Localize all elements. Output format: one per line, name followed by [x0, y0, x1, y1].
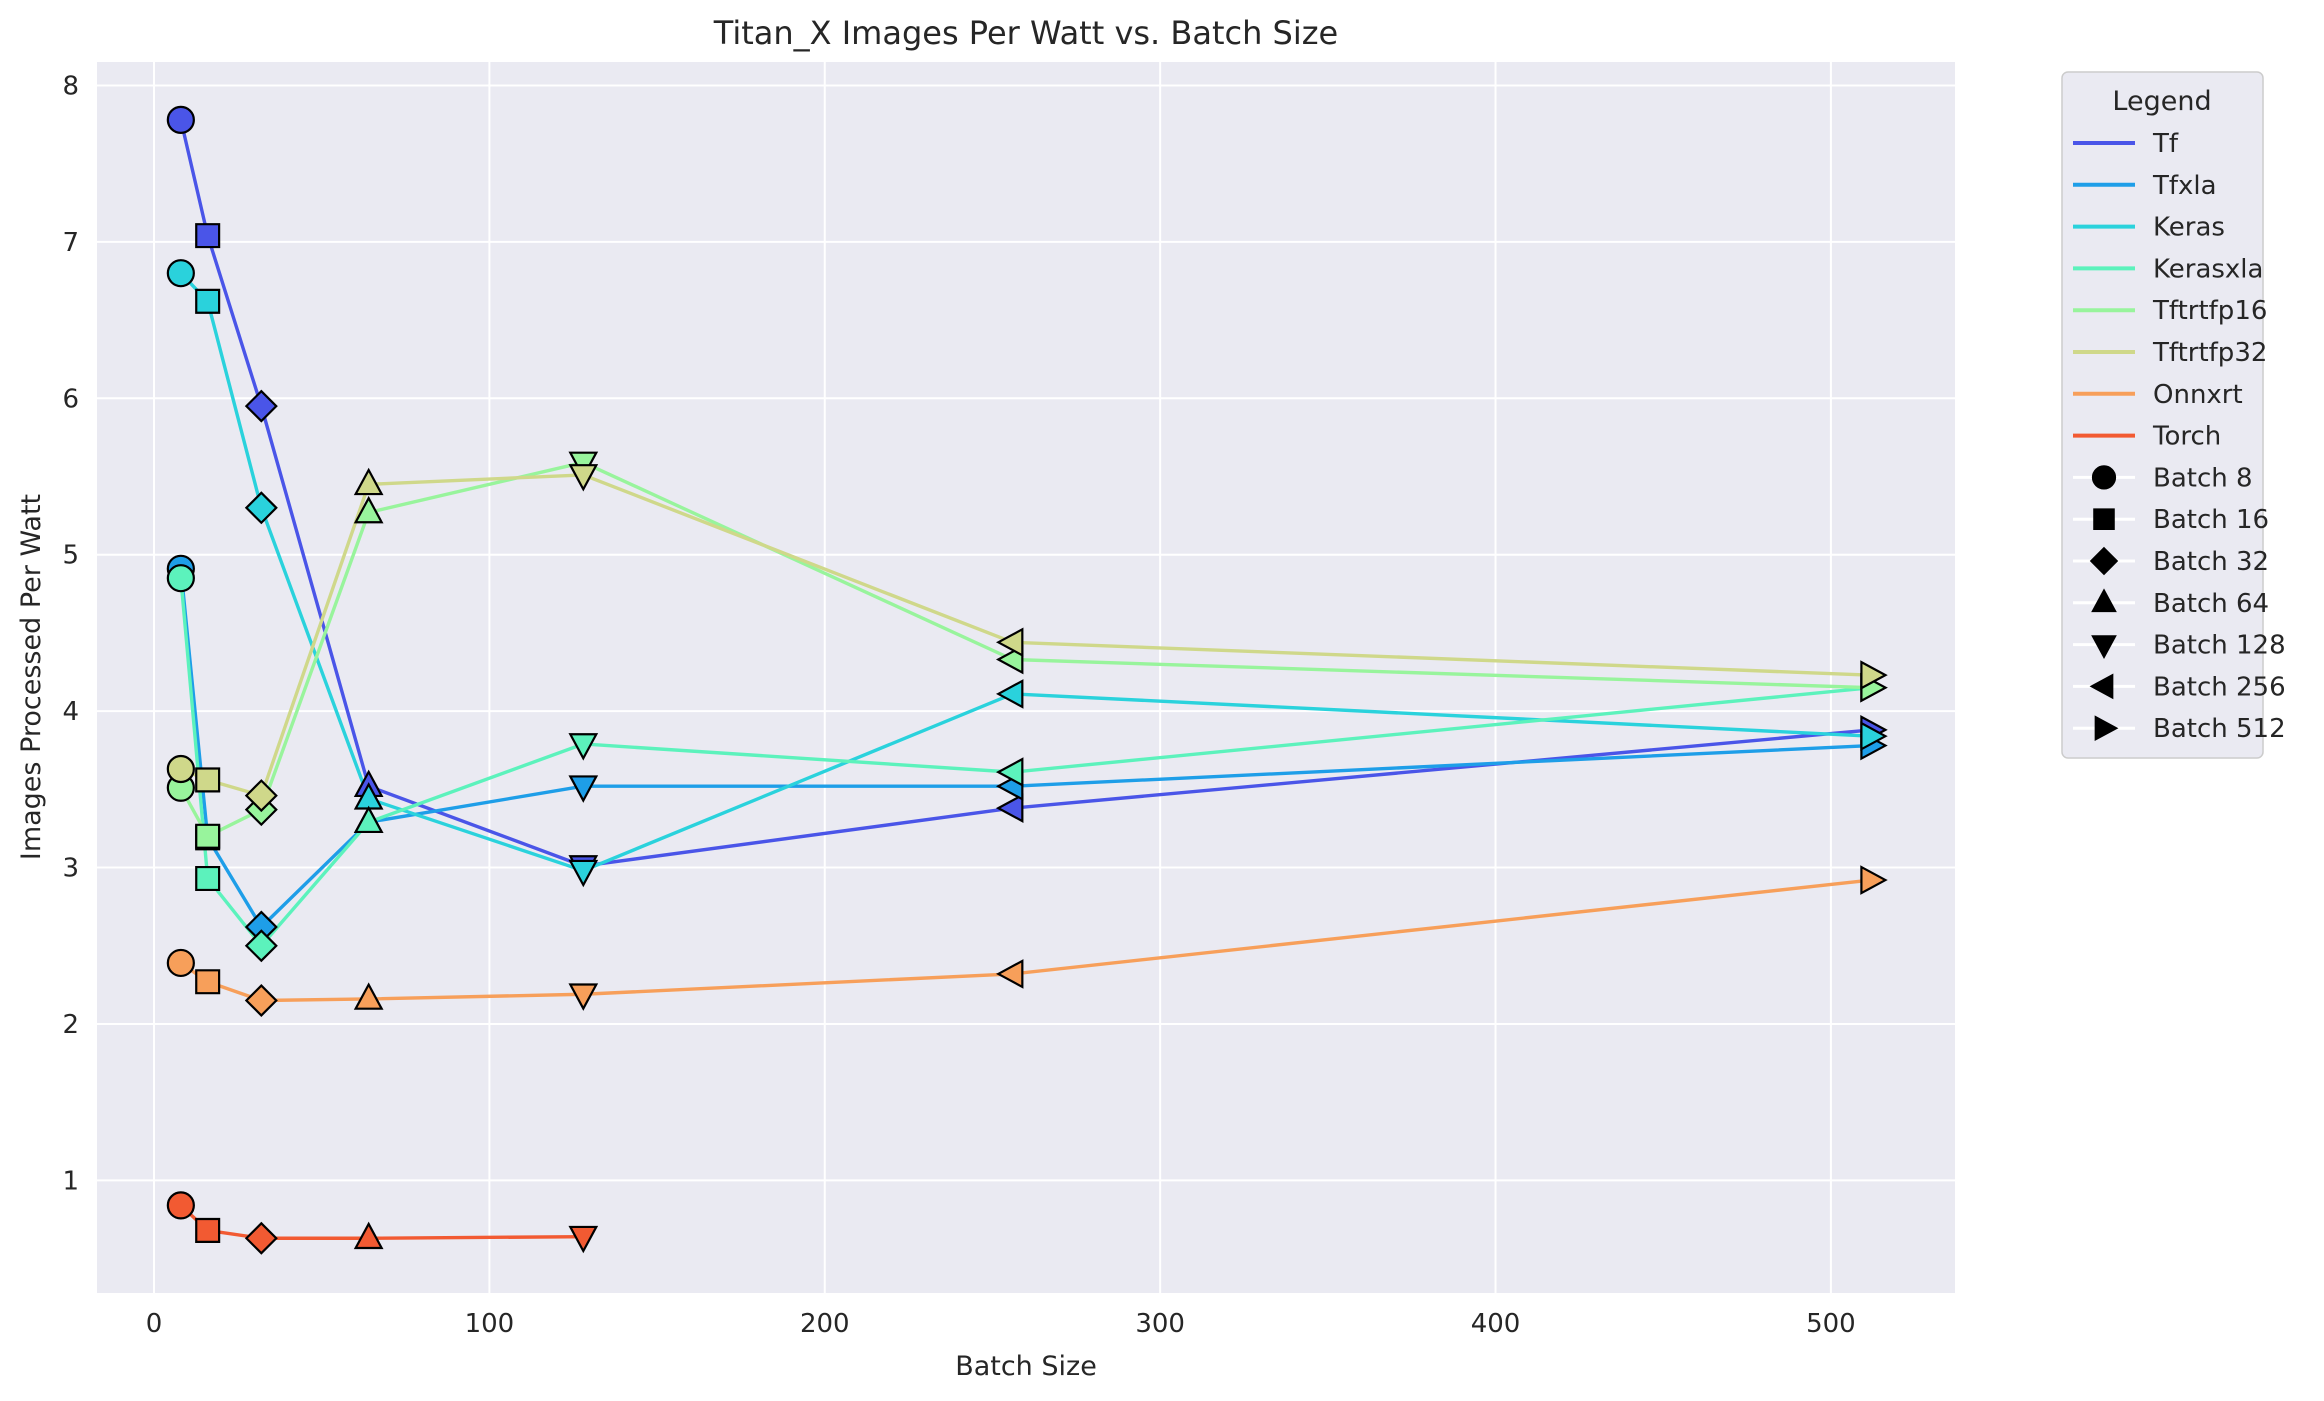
data-point-tf-batch-8: [166, 105, 195, 134]
legend-marker-batch-256: [2089, 673, 2114, 700]
y-tick-label: 2: [62, 1010, 79, 1040]
data-point-kerasxla-batch-32: [244, 929, 278, 963]
data-point-onnxrt-batch-64: [353, 982, 384, 1010]
legend-label-keras: Keras: [2153, 213, 2225, 243]
chart-title: Titan_X Images Per Watt vs. Batch Size: [713, 14, 1338, 52]
legend-label-kerasxla: Kerasxla: [2153, 254, 2263, 284]
legend: Legend Tf Tfxla Keras Kerasxla Tftrtfp16 Tftr…: [2061, 71, 2286, 759]
legend-label-torch: Torch: [2152, 422, 2221, 452]
data-point-torch-batch-128: [568, 1225, 599, 1254]
legend-marker-batch-512: [2094, 715, 2119, 742]
x-tick-label: 200: [800, 1309, 850, 1339]
data-point-tftrtfp32-batch-32: [244, 779, 278, 813]
data-point-kerasxla-batch-16: [195, 865, 221, 892]
legend-box: [2061, 71, 2264, 759]
data-point-kerasxla-batch-8: [166, 564, 195, 593]
legend-marker-batch-32: [2089, 546, 2119, 576]
data-point-tftrtfp32-batch-8: [166, 754, 195, 784]
y-axis-label: Images Processed Per Watt: [16, 494, 47, 860]
y-tick-label: 3: [62, 854, 79, 884]
data-point-tfxla-batch-128: [568, 775, 599, 803]
legend-marker-batch-16: [2093, 508, 2115, 530]
data-point-kerasxla-batch-128: [568, 733, 599, 761]
legend-label-batch-8: Batch 8: [2153, 463, 2253, 493]
data-point-torch-batch-32: [244, 1221, 278, 1255]
y-tick-label: 1: [62, 1166, 79, 1196]
legend-label-onnxrt: Onnxrt: [2153, 380, 2243, 410]
data-point-tf-batch-32: [244, 389, 278, 423]
legend-label-batch-512: Batch 512: [2153, 714, 2286, 744]
data-point-tftrtfp32-batch-256: [995, 627, 1024, 658]
data-point-tf-batch-256: [995, 793, 1024, 823]
legend-label-batch-256: Batch 256: [2153, 672, 2286, 702]
legend-label-batch-16: Batch 16: [2153, 505, 2269, 535]
plot-background: [97, 62, 1955, 1293]
data-point-tftrtfp32-batch-64: [353, 467, 384, 496]
data-point-torch-batch-64: [353, 1221, 384, 1250]
data-point-keras-batch-16: [195, 288, 221, 314]
legend-marker-batch-8: [2091, 465, 2117, 490]
y-tick-label: 5: [62, 541, 79, 571]
legend-title: Legend: [2112, 86, 2211, 117]
data-point-onnxrt-batch-16: [195, 969, 221, 995]
data-point-onnxrt-batch-256: [995, 959, 1024, 989]
x-tick-label: 0: [146, 1309, 163, 1339]
data-point-kerasxla-batch-256: [995, 757, 1024, 787]
data-point-tftrtfp32-batch-16: [195, 767, 221, 793]
data-point-tftrtfp32-batch-128: [568, 464, 599, 492]
y-tick-label: 8: [62, 71, 79, 101]
data-point-torch-batch-8: [166, 1191, 195, 1220]
data-point-tf-batch-16: [195, 223, 221, 249]
data-point-torch-batch-16: [195, 1217, 221, 1243]
legend-label-batch-128: Batch 128: [2153, 631, 2286, 661]
grid: [97, 62, 1955, 1293]
data-point-tftrtfp32-batch-512: [1860, 660, 1888, 690]
data-point-keras-batch-256: [995, 679, 1024, 709]
y-tick-label: 7: [62, 228, 79, 258]
legend-label-tftrtfp32: Tftrtfp32: [2152, 338, 2267, 368]
x-tick-label: 100: [465, 1309, 515, 1339]
data-point-onnxrt-batch-8: [166, 948, 195, 978]
legend-marker-batch-64: [2091, 588, 2117, 613]
x-tick-labels: 0 100 200 300 400 500: [146, 1309, 1856, 1339]
x-axis-label: Batch Size: [955, 1351, 1097, 1382]
legend-label-tftrtfp16: Tftrtfp16: [2152, 296, 2267, 326]
legend-label-batch-64: Batch 64: [2153, 589, 2269, 619]
y-tick-labels: 1 2 3 4 5 6 7 8: [62, 71, 79, 1196]
data-point-keras-batch-32: [244, 491, 278, 525]
data-point-tftrtfp16-batch-64: [353, 495, 384, 524]
data-point-tftrtfp16-batch-16: [195, 823, 221, 849]
data-point-keras-batch-128: [568, 859, 599, 888]
data-point-keras-batch-512: [1860, 721, 1888, 752]
data-point-onnxrt-batch-128: [568, 983, 599, 1011]
legend-items: Tf Tfxla Keras Kerasxla Tftrtfp16 Tftrtfp32 On…: [2073, 129, 2286, 744]
data-point-kerasxla-batch-64: [353, 805, 384, 834]
legend-marker-batch-128: [2091, 635, 2117, 660]
data-point-onnxrt-batch-512: [1860, 865, 1888, 895]
legend-label-batch-32: Batch 32: [2153, 547, 2269, 577]
x-tick-label: 300: [1135, 1309, 1185, 1339]
y-tick-label: 4: [62, 697, 79, 727]
data-point-keras-batch-8: [166, 259, 195, 288]
x-tick-label: 400: [1471, 1309, 1521, 1339]
legend-label-tf: Tf: [2152, 129, 2179, 159]
series-markers: [166, 105, 1888, 1255]
data-point-onnxrt-batch-32: [244, 983, 278, 1018]
y-tick-label: 6: [62, 384, 79, 414]
legend-label-tfxla: Tfxla: [2152, 171, 2217, 201]
x-tick-label: 500: [1806, 1309, 1856, 1339]
